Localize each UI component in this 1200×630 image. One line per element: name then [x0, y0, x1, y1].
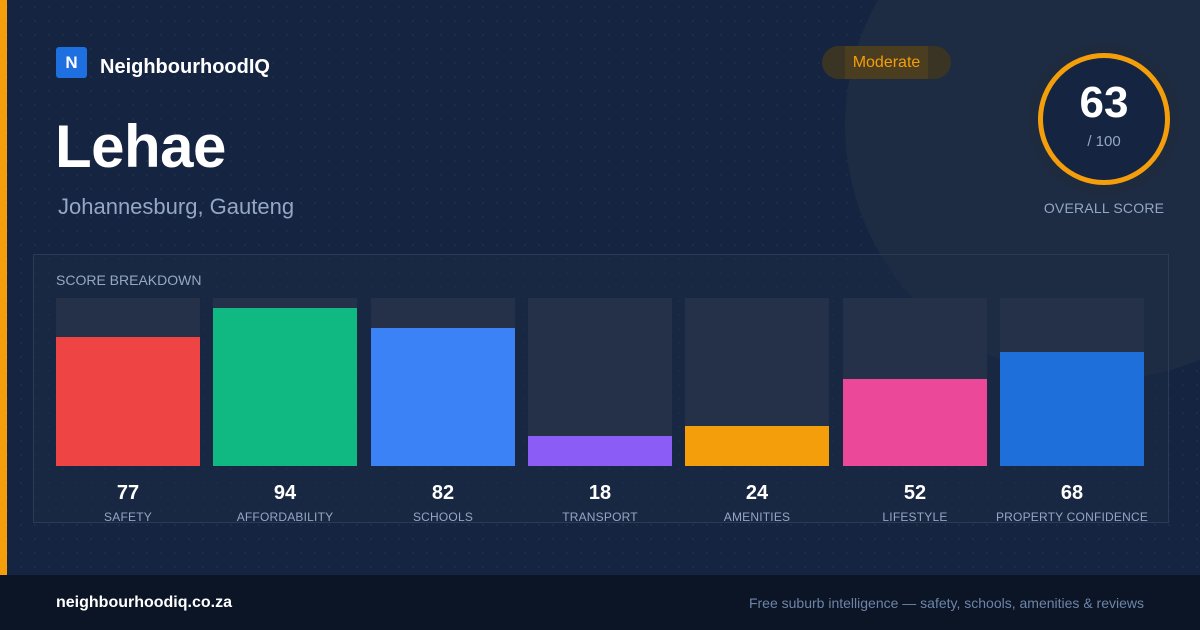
bar-value: 18 — [588, 482, 612, 504]
bar-label: PROPERTY CONFIDENCE — [995, 510, 1149, 524]
bar-value: 94 — [273, 482, 297, 504]
bar-fill — [528, 436, 672, 466]
bar-value: 77 — [116, 482, 140, 504]
bar-fill — [843, 379, 987, 466]
bar-fill — [371, 328, 515, 466]
score-breakdown-title: SCORE BREAKDOWN — [56, 272, 202, 288]
bar-fill — [56, 337, 200, 466]
bar-label: AFFORDABILITY — [236, 510, 334, 524]
suburb-location: Johannesburg, Gauteng — [58, 194, 295, 219]
bar-track — [843, 298, 987, 466]
bar-fill — [213, 308, 357, 466]
bar-track — [685, 298, 829, 466]
bar-label: AMENITIES — [723, 510, 791, 524]
bar-track — [528, 298, 672, 466]
rating-badge-label: Moderate — [852, 53, 921, 71]
bar-fill — [1000, 352, 1144, 466]
footer-url-link[interactable]: neighbourhoodiq.co.za — [56, 594, 232, 611]
bar-label: SCHOOLS — [412, 510, 474, 524]
bar-label: SAFETY — [104, 510, 152, 524]
overall-score-value: 63 — [1079, 78, 1129, 127]
bar-value: 82 — [431, 482, 455, 504]
bar-label: TRANSPORT — [562, 510, 638, 524]
overall-score-ring: 63 / 100 — [1028, 43, 1180, 195]
brand[interactable]: N NeighbourhoodIQ — [56, 46, 270, 79]
bar-value: 52 — [903, 482, 927, 504]
bar-track — [213, 298, 357, 466]
score-ring-progress — [1038, 53, 1170, 185]
bar-label: LIFESTYLE — [882, 510, 948, 524]
bar-track — [56, 298, 200, 466]
bar-value: 68 — [1060, 482, 1084, 504]
accent-bar — [0, 0, 7, 575]
bar-fill — [685, 426, 829, 466]
rating-badge: Moderate — [822, 46, 951, 79]
footer-tagline: Free suburb intelligence — safety, schoo… — [748, 595, 1144, 611]
overall-score-caption: OVERALL SCORE — [1043, 200, 1165, 216]
bar-track — [371, 298, 515, 466]
bar-track — [1000, 298, 1144, 466]
footer: neighbourhoodiq.co.za Free suburb intell… — [0, 575, 1200, 630]
overall-score-max: / 100 — [1087, 133, 1121, 150]
brand-logo-icon: N — [56, 47, 87, 78]
suburb-title: Lehae — [55, 113, 226, 180]
brand-name: NeighbourhoodIQ — [100, 56, 270, 78]
bar-value: 24 — [745, 482, 769, 504]
